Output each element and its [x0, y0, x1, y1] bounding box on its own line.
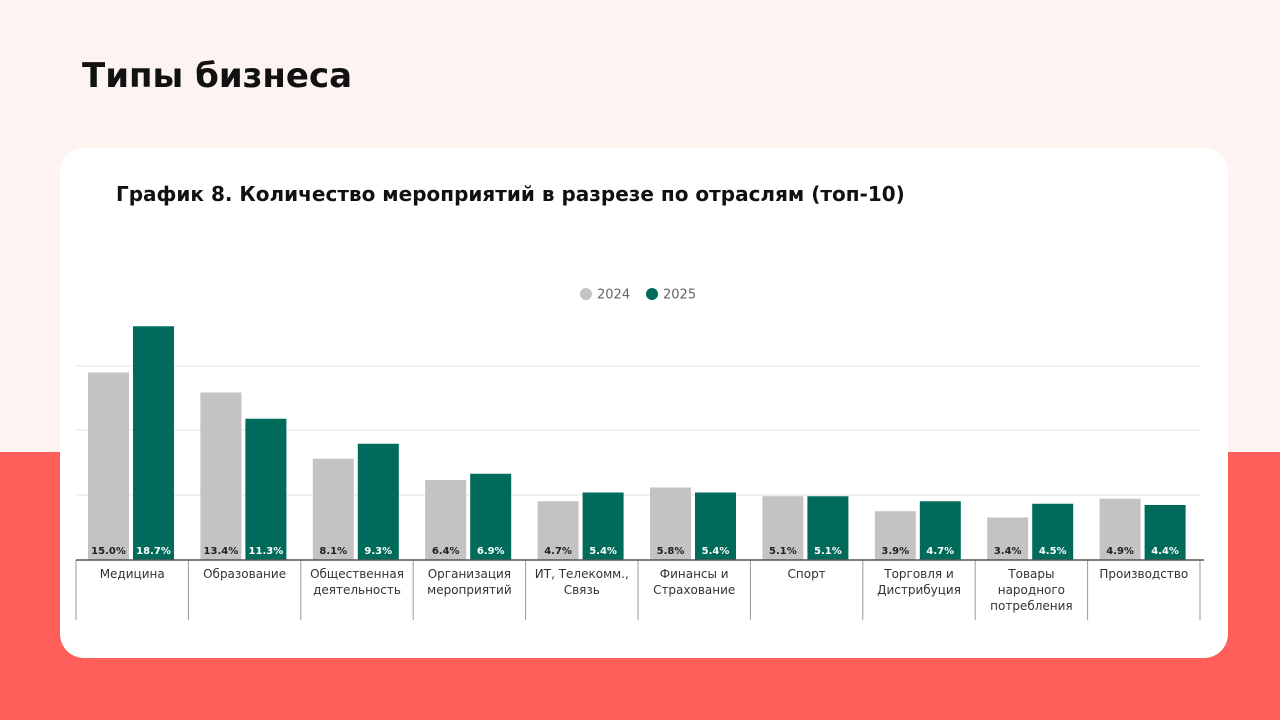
legend-label: 2024 [597, 288, 630, 303]
legend-marker [580, 288, 592, 300]
x-tick-label: Медицина [99, 567, 165, 581]
value-label: 4.7% [926, 546, 954, 557]
value-label: 6.9% [477, 546, 505, 557]
bar [1099, 498, 1141, 560]
bar [357, 443, 399, 560]
bar [874, 511, 916, 560]
bar [1032, 503, 1074, 560]
value-label: 15.0% [91, 546, 126, 557]
value-label: 4.5% [1039, 546, 1067, 557]
chart-title: График 8. Количество мероприятий в разре… [116, 182, 905, 206]
bar [807, 496, 849, 560]
bar [133, 326, 174, 560]
bar [762, 496, 804, 560]
value-label: 18.7% [136, 546, 171, 557]
x-tick-label: Спорт [787, 567, 826, 581]
x-tick-label: Общественная деятельность [310, 567, 404, 597]
value-label: 11.3% [249, 546, 284, 557]
value-label: 4.4% [1151, 546, 1179, 557]
value-label: 4.7% [544, 546, 572, 557]
value-label: 3.4% [994, 546, 1022, 557]
bar [88, 372, 129, 560]
bar [470, 473, 512, 560]
bar [1144, 505, 1186, 560]
bar [987, 517, 1029, 560]
value-label: 13.4% [204, 546, 239, 557]
bar [537, 501, 579, 560]
x-tick-label: Товары народного потребления [990, 567, 1073, 613]
value-label: 6.4% [432, 546, 460, 557]
value-label: 3.9% [881, 546, 909, 557]
legend-label: 2025 [663, 288, 696, 303]
bar [695, 492, 736, 560]
x-tick-label: Производство [1099, 567, 1189, 581]
x-tick-label: ИТ, Телекомм., Связь [534, 567, 629, 597]
value-label: 5.4% [589, 546, 617, 557]
chart-card [60, 148, 1228, 658]
value-label: 4.9% [1106, 546, 1134, 557]
bar [650, 487, 691, 560]
value-label: 8.1% [319, 546, 347, 557]
value-label: 5.1% [814, 546, 842, 557]
bar [425, 480, 467, 560]
bar [312, 458, 354, 560]
value-label: 9.3% [364, 546, 392, 557]
bar [200, 392, 242, 560]
value-label: 5.1% [769, 546, 797, 557]
bar [919, 501, 961, 560]
x-tick-label: Финансы и Страхование [653, 567, 736, 597]
legend-marker [646, 288, 658, 300]
x-tick-label: Образование [203, 567, 287, 581]
x-tick-label: Торговля и Дистрибуция [877, 567, 961, 597]
x-tick-label: Организация мероприятий [427, 567, 512, 597]
page-title: Типы бизнеса [82, 56, 353, 96]
bar [582, 492, 624, 560]
value-label: 5.8% [657, 546, 685, 557]
value-label: 5.4% [702, 546, 730, 557]
bar [245, 418, 287, 560]
